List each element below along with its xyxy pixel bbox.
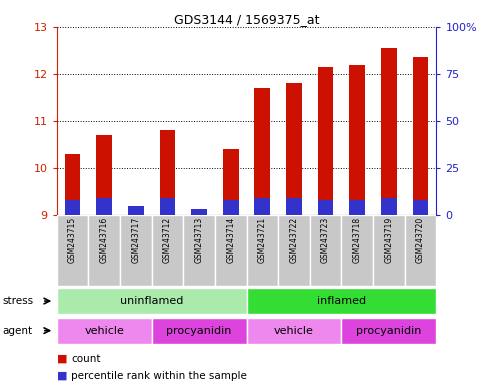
Bar	[128, 206, 143, 215]
Bar	[405, 215, 436, 286]
Text: percentile rank within the sample: percentile rank within the sample	[71, 371, 247, 381]
Bar	[381, 48, 397, 215]
Text: ■: ■	[57, 371, 67, 381]
Bar	[341, 215, 373, 286]
Text: GSM243713: GSM243713	[195, 217, 204, 263]
Text: inflamed: inflamed	[317, 296, 366, 306]
Text: procyanidin: procyanidin	[166, 326, 232, 336]
Bar	[254, 88, 270, 215]
Bar	[413, 58, 428, 215]
Bar	[278, 215, 310, 286]
Text: GSM243712: GSM243712	[163, 217, 172, 263]
Bar	[341, 318, 436, 344]
Bar	[350, 200, 365, 215]
Text: vehicle: vehicle	[84, 326, 124, 336]
Text: GSM243715: GSM243715	[68, 217, 77, 263]
Bar	[215, 215, 246, 286]
Text: GSM243722: GSM243722	[289, 217, 298, 263]
Text: procyanidin: procyanidin	[356, 326, 422, 336]
Bar	[57, 215, 88, 286]
Bar	[223, 149, 239, 215]
Bar	[286, 198, 302, 215]
Text: ■: ■	[57, 354, 67, 364]
Bar	[223, 200, 239, 215]
Bar	[254, 198, 270, 215]
Text: GSM243718: GSM243718	[352, 217, 362, 263]
Bar	[317, 67, 333, 215]
Bar	[57, 288, 246, 314]
Bar	[152, 318, 246, 344]
Text: GSM243719: GSM243719	[385, 217, 393, 263]
Bar	[57, 318, 152, 344]
Bar	[88, 215, 120, 286]
Bar	[317, 200, 333, 215]
Bar	[96, 198, 112, 215]
Bar	[152, 215, 183, 286]
Bar	[381, 198, 397, 215]
Bar	[246, 215, 278, 286]
Bar	[160, 130, 176, 215]
Bar	[310, 215, 341, 286]
Bar	[183, 215, 215, 286]
Bar	[128, 206, 143, 215]
Bar	[96, 135, 112, 215]
Text: GSM243720: GSM243720	[416, 217, 425, 263]
Text: GSM243721: GSM243721	[258, 217, 267, 263]
Bar	[350, 65, 365, 215]
Bar	[65, 200, 80, 215]
Text: GSM243714: GSM243714	[226, 217, 235, 263]
Bar	[191, 213, 207, 215]
Bar	[246, 318, 341, 344]
Bar	[191, 209, 207, 215]
Text: uninflamed: uninflamed	[120, 296, 183, 306]
Bar	[120, 215, 152, 286]
Text: stress: stress	[2, 296, 34, 306]
Bar	[160, 198, 176, 215]
Bar	[286, 83, 302, 215]
Bar	[246, 288, 436, 314]
Text: GSM243723: GSM243723	[321, 217, 330, 263]
Text: GSM243717: GSM243717	[131, 217, 141, 263]
Bar	[413, 200, 428, 215]
Text: agent: agent	[2, 326, 33, 336]
Text: GDS3144 / 1569375_at: GDS3144 / 1569375_at	[174, 13, 319, 26]
Text: count: count	[71, 354, 101, 364]
Bar	[373, 215, 405, 286]
Bar	[65, 154, 80, 215]
Text: GSM243716: GSM243716	[100, 217, 108, 263]
Text: vehicle: vehicle	[274, 326, 314, 336]
